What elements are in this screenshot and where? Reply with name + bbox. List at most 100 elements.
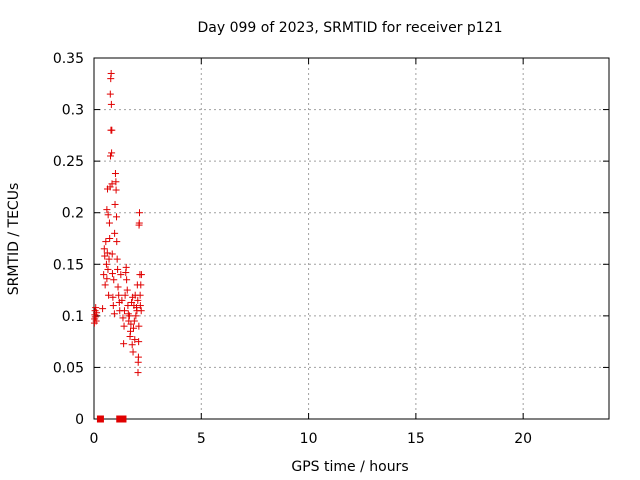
data-point — [109, 293, 117, 301]
data-point — [93, 309, 101, 317]
data-point — [137, 271, 145, 279]
y-tick-labels: 0 0.05 0.1 0.15 0.2 0.25 0.3 0.35 — [53, 51, 84, 428]
axis-ticks — [93, 57, 609, 420]
data-point — [101, 281, 109, 289]
data-point — [111, 200, 119, 208]
data-point — [108, 149, 116, 157]
x-tick-label: 5 — [197, 431, 206, 447]
data-point — [91, 313, 99, 321]
data-point — [100, 245, 108, 253]
data-point — [125, 312, 133, 320]
y-tick-label: 0.25 — [53, 154, 84, 170]
data-point — [105, 219, 113, 227]
data-point — [106, 235, 114, 242]
x-tick-label: 0 — [90, 431, 99, 447]
data-point — [134, 369, 142, 377]
y-tick-label: 0.1 — [62, 309, 84, 325]
data-point — [113, 238, 121, 246]
data-point — [108, 126, 116, 134]
data-point — [124, 302, 132, 310]
data-point — [111, 229, 119, 237]
data-point — [102, 238, 110, 246]
data-point — [109, 302, 117, 310]
data-point — [105, 291, 113, 299]
data-point — [137, 307, 145, 315]
data-point — [123, 276, 131, 284]
data-point — [129, 324, 137, 332]
x-tick-labels: 0 5 10 15 20 — [90, 431, 533, 447]
data-point — [103, 206, 111, 214]
x-axis-label: GPS time / hours — [291, 459, 408, 475]
data-point — [113, 255, 121, 263]
data-point — [134, 353, 142, 361]
data-point — [107, 69, 115, 77]
data-point — [105, 255, 113, 263]
data-point — [104, 211, 112, 219]
data-point — [106, 90, 114, 98]
data-point — [136, 302, 144, 310]
data-point — [115, 291, 123, 299]
data-point — [122, 263, 130, 271]
data-point — [113, 213, 121, 221]
data-point — [129, 348, 137, 356]
data-point — [107, 152, 115, 160]
data-point — [103, 249, 111, 257]
y-tick-label: 0.35 — [53, 51, 84, 67]
data-point — [114, 283, 122, 291]
data-point — [108, 180, 116, 188]
data-point — [103, 275, 111, 283]
data-point — [128, 341, 136, 349]
x-tick-label: 15 — [407, 431, 425, 447]
data-point-square — [96, 415, 104, 423]
data-point — [117, 271, 125, 279]
data-point — [99, 305, 107, 313]
data-point — [111, 170, 119, 178]
y-tick-label: 0.3 — [62, 103, 84, 119]
data-point — [92, 304, 100, 312]
y-axis-label: SRMTID / TECUs — [6, 183, 22, 296]
data-point — [132, 312, 140, 320]
data-point — [130, 317, 138, 325]
data-point — [121, 291, 129, 299]
data-point — [119, 314, 127, 322]
data-points — [90, 69, 145, 423]
x-tick-label: 10 — [300, 431, 318, 447]
data-point — [102, 260, 110, 268]
data-point — [127, 320, 135, 328]
data-point — [131, 336, 139, 344]
data-point — [137, 281, 145, 289]
data-point — [108, 250, 116, 258]
data-point — [134, 296, 142, 304]
data-point — [126, 327, 134, 335]
data-point — [112, 186, 120, 194]
data-point — [135, 322, 143, 330]
data-point — [112, 178, 120, 186]
grid — [94, 58, 609, 419]
data-point-square — [119, 415, 127, 423]
data-point — [100, 271, 108, 279]
y-tick-label: 0.15 — [53, 257, 84, 273]
x-tick-label: 20 — [514, 431, 532, 447]
data-point — [104, 265, 112, 273]
y-tick-label: 0.2 — [62, 206, 84, 222]
chart-title: Day 099 of 2023, SRMTID for receiver p12… — [197, 20, 502, 36]
data-point — [136, 291, 144, 299]
data-point — [92, 317, 100, 325]
data-point — [135, 209, 143, 217]
data-point — [118, 296, 126, 304]
data-point — [107, 100, 115, 108]
data-point — [120, 340, 128, 348]
data-point — [135, 338, 143, 346]
y-tick-label: 0.05 — [53, 360, 84, 376]
data-point — [114, 265, 122, 273]
data-point — [123, 286, 131, 294]
data-point — [110, 310, 118, 318]
data-point — [120, 322, 128, 330]
data-point — [120, 307, 128, 315]
data-point — [108, 270, 116, 278]
data-point — [110, 276, 118, 284]
data-point — [135, 219, 143, 227]
y-tick-label: 0 — [75, 412, 84, 428]
plot-frame — [93, 57, 610, 420]
